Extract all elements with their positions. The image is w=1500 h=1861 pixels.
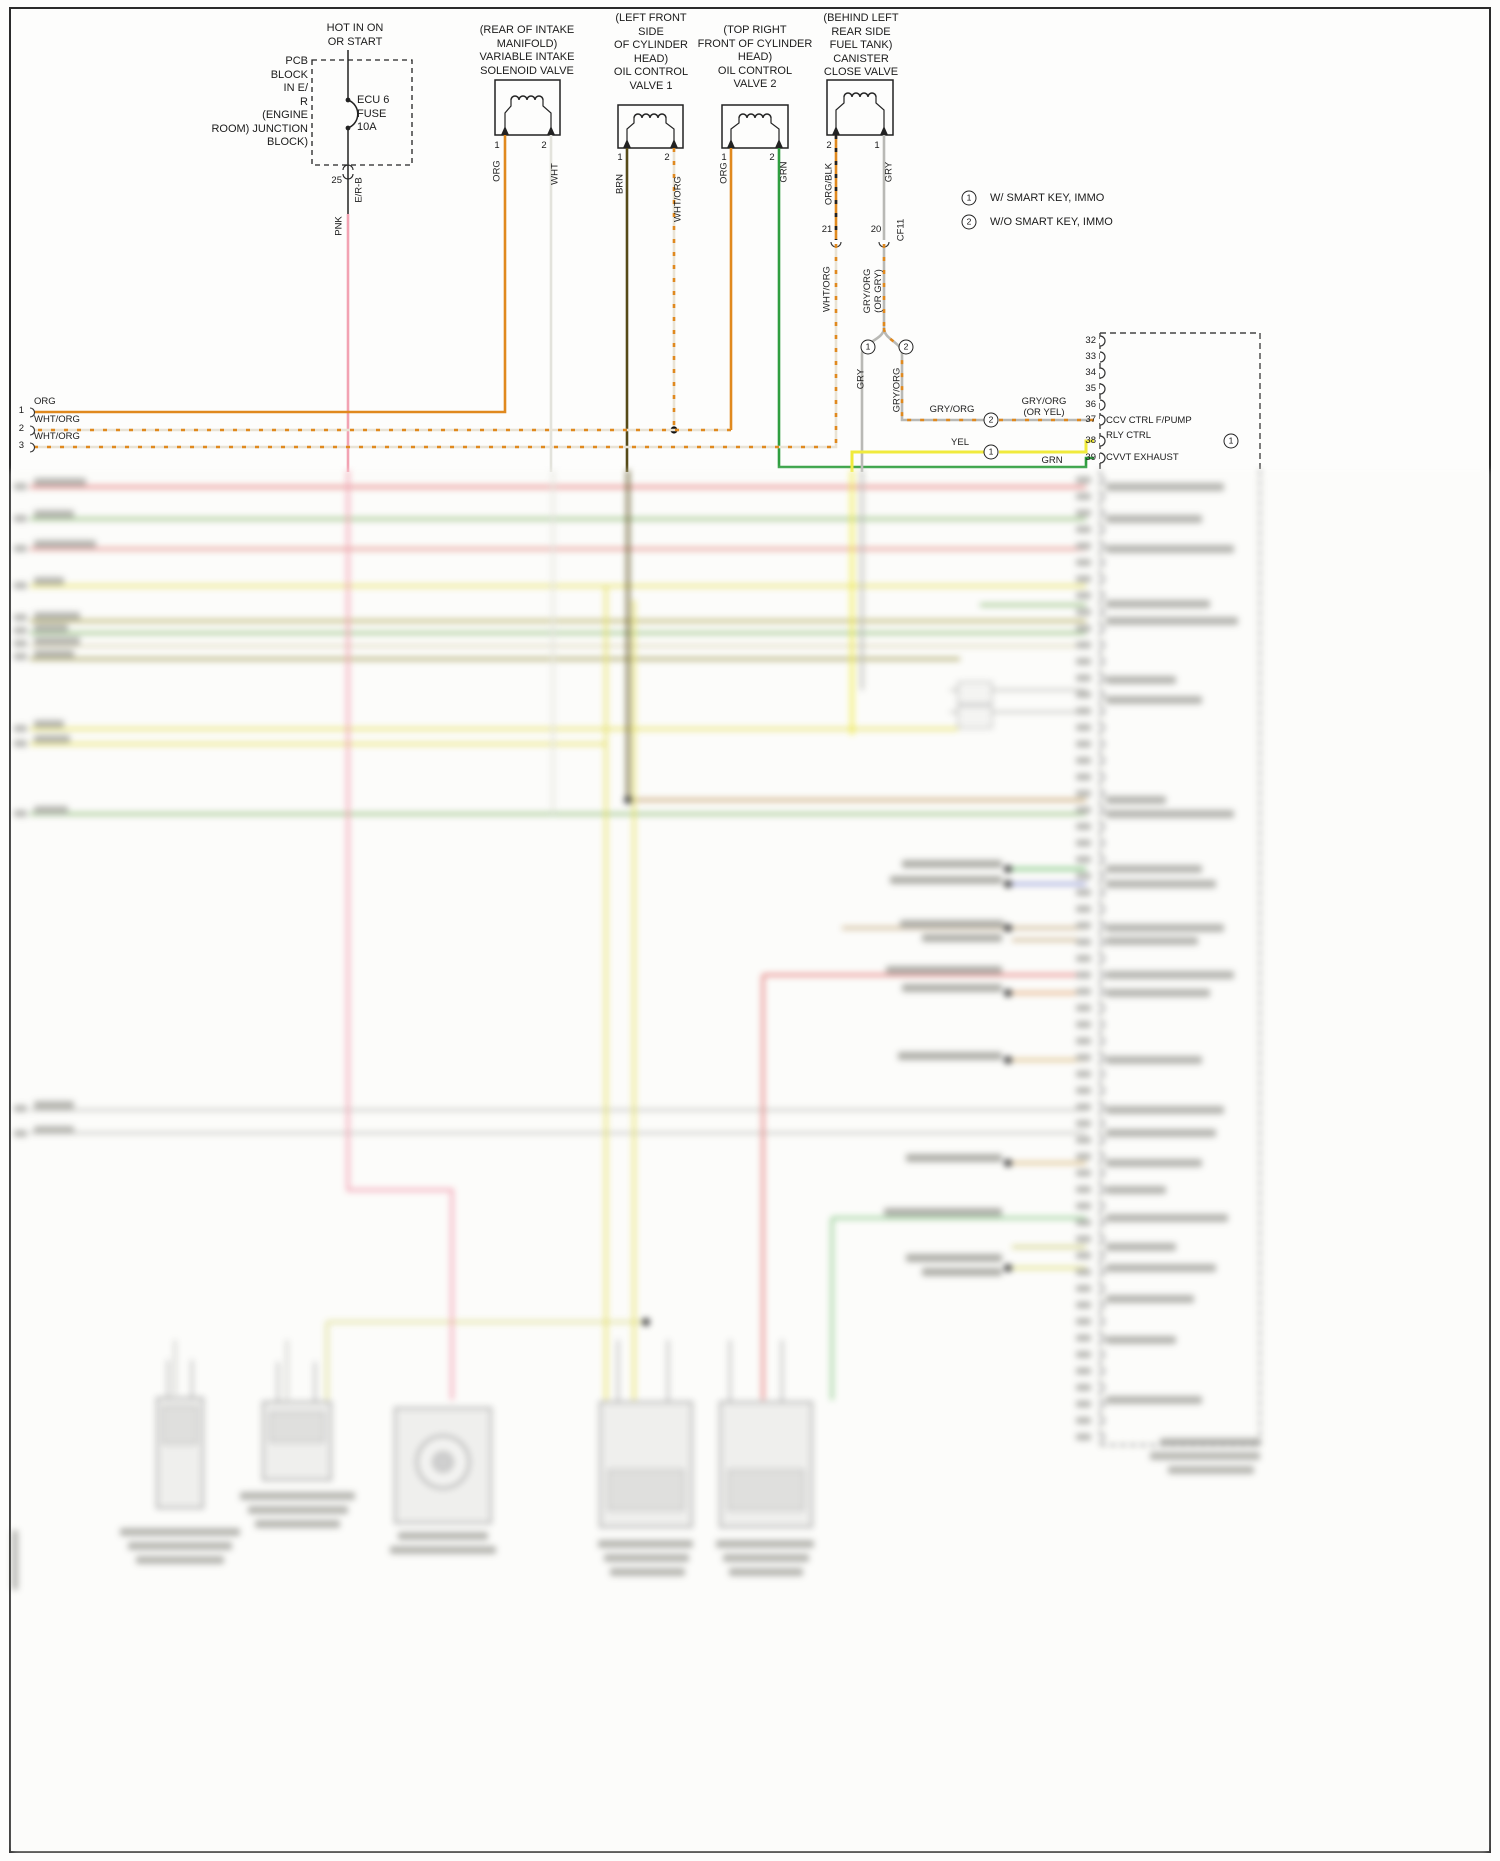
hot-in-label: HOT IN ON OR START (326, 22, 384, 48)
visv-wire-org-label: ORG (491, 160, 503, 182)
ocv1-wire-whtorg-label: WHT/ORG (672, 176, 684, 222)
ecm-pin-38: 38 (1085, 435, 1096, 446)
ecm-pin-36: 36 (1085, 399, 1096, 410)
ocv2-pin-1: 1 (721, 152, 727, 163)
ocv1-pin-2: 2 (664, 152, 670, 163)
ccv-pin-2: 2 (826, 140, 832, 151)
ecm-pin-32: 32 (1085, 335, 1096, 346)
ecm-pin-sockets (1099, 335, 1106, 464)
ecm-label-cvvt-exhaust: CVVT EXHAUST (1106, 452, 1179, 463)
component-visv-symbol (494, 79, 561, 136)
wire-gryorg-h-label: GRY/ORG (929, 404, 975, 415)
visv-wire-wht-label: WHT (549, 163, 561, 185)
ocv2-wire-grn-label: GRN (778, 161, 790, 183)
visv-location-label: (REAR OF INTAKE MANIFOLD) VARIABLE INTAK… (479, 24, 575, 77)
ccv-wire-whtorg-label: WHT/ORG (821, 266, 833, 312)
variant-1-marker-ecm: 1 (1223, 433, 1239, 449)
line-3-number: 3 (18, 440, 24, 451)
ocv2-wire-org-label: ORG (718, 162, 730, 184)
pcb-block-label: PCB BLOCK IN E/ R (ENGINE ROOM) JUNCTION… (211, 55, 308, 148)
power-circuit (311, 50, 413, 214)
component-ocv1-symbol (617, 104, 684, 149)
variant-2-marker-pin37: 2 (983, 412, 999, 428)
legend-2-icon: 2 (961, 214, 977, 230)
wire-grn (777, 148, 1094, 469)
ccv-location-label: (BEHIND LEFT REAR SIDE FUEL TANK) CANIST… (823, 12, 899, 78)
blurred-diagram-region (0, 470, 1500, 1861)
ecm-pin-37: 37 (1085, 414, 1096, 425)
ccv-wire-gryorg-label: GRY/ORG (OR GRY) (862, 268, 884, 314)
line-3-color: WHT/ORG (34, 431, 80, 442)
ecm-pin-33: 33 (1085, 351, 1096, 362)
wire-yel (850, 450, 984, 472)
ccv-conn-pin-21: 21 (821, 224, 833, 235)
component-ocv2-symbol (721, 104, 789, 149)
ccv-pin-1: 1 (874, 140, 880, 151)
ocv1-pin-1: 1 (617, 152, 623, 163)
variant-2-marker-branch: 2 (898, 339, 914, 355)
line-2-number: 2 (18, 423, 24, 434)
wire-org-line1 (30, 135, 507, 414)
ecm-label-rly-ctrl: RLY CTRL (1106, 430, 1152, 441)
ocv2-pin-2: 2 (769, 152, 775, 163)
wire-pnk-label: PNK (333, 216, 345, 236)
ccv-wire-gry-label: GRY (883, 161, 895, 183)
ccv-connector-id: CF11 (895, 218, 907, 242)
ocv1-location-label: (LEFT FRONT SIDE OF CYLINDER HEAD) OIL C… (613, 12, 689, 92)
wire-yel-label: YEL (951, 437, 969, 448)
legend-2-text: W/O SMART KEY, IMMO (990, 216, 1113, 228)
wire-out-label: E/R-B (353, 177, 365, 203)
ocv1-wire-brn-label: BRN (614, 173, 626, 195)
branch-gry-label: GRY (855, 368, 867, 390)
ecm-pin-34: 34 (1085, 367, 1096, 378)
visv-pin-2: 2 (541, 140, 547, 151)
variant-1-marker-pin38: 1 (983, 444, 999, 460)
ecm-pin-39: 39 (1085, 452, 1096, 463)
ccv-wire-orgblk-label: ORG/BLK (823, 162, 835, 206)
fuse-pin-number: 25 (331, 175, 342, 186)
ecm-label-ccv-fpump: CCV CTRL F/PUMP (1106, 415, 1192, 426)
branch-gryorg-label: GRY/ORG (891, 367, 903, 413)
line-1-color: ORG (34, 396, 56, 407)
line-1-number: 1 (18, 405, 24, 416)
line-2-color: WHT/ORG (34, 414, 80, 425)
junction-block-box (311, 59, 413, 166)
wire-grn-label: GRN (1041, 455, 1063, 466)
visv-pin-1: 1 (494, 140, 500, 151)
wire-whtorg-line3 (30, 244, 838, 449)
ocv2-location-label: (TOP RIGHT FRONT OF CYLINDER HEAD) OIL C… (697, 24, 813, 90)
ecm-pin-35: 35 (1085, 383, 1096, 394)
legend-1-text: W/ SMART KEY, IMMO (990, 192, 1105, 204)
component-ccv-symbol (826, 79, 894, 136)
fuse-label: ECU 6 FUSE 10A (357, 94, 390, 133)
legend-1-icon: 1 (961, 190, 977, 206)
ccv-conn-pin-20: 20 (870, 224, 882, 235)
variant-1-marker-branch: 1 (860, 339, 876, 355)
wire-gryorg-oryel-label: GRY/ORG (OR YEL) (1021, 396, 1067, 418)
